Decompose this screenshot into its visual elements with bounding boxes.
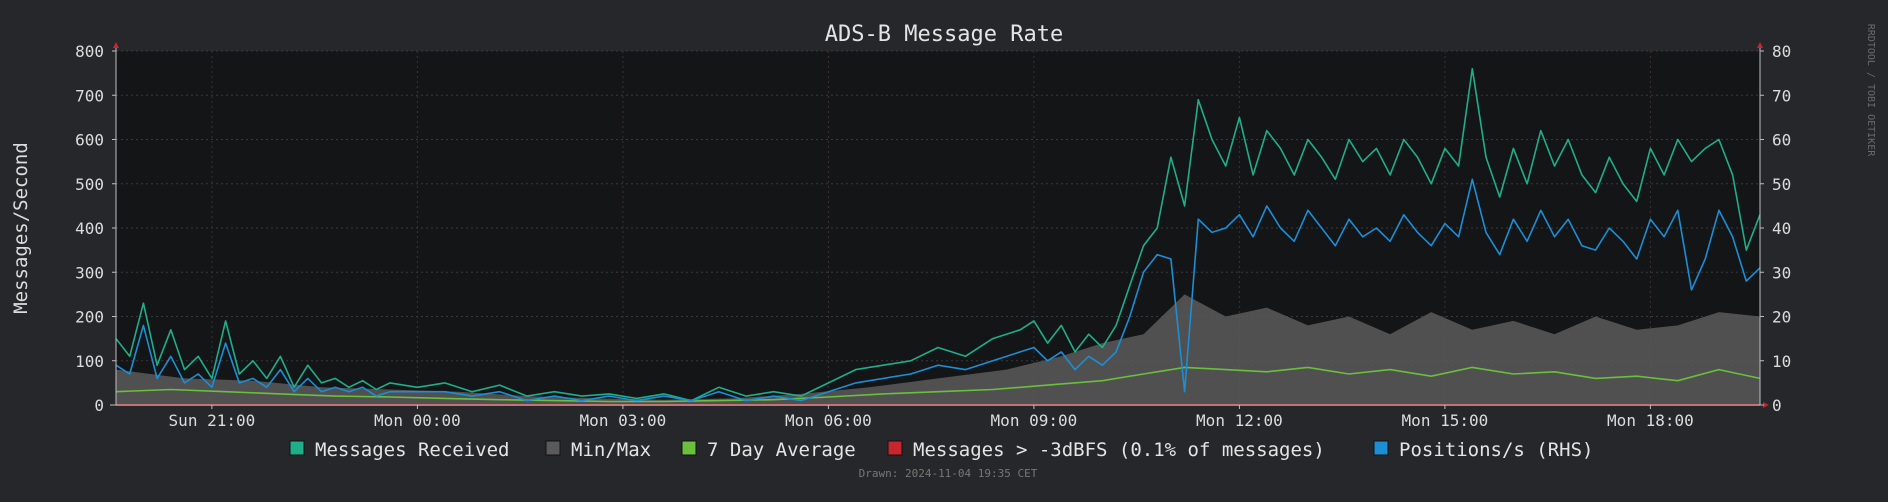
y2-tick-label-3: 30	[1772, 263, 1791, 282]
y-tick-label-5: 500	[75, 175, 104, 194]
x-tick-label-3: Mon 06:00	[785, 411, 872, 430]
x-axis-arrow	[1763, 402, 1769, 408]
legend-swatch-4	[1373, 440, 1389, 456]
side-text: RRDTOOL / TOBI OETIKER	[1865, 24, 1876, 157]
y2-tick-label-1: 10	[1772, 352, 1791, 371]
legend-swatch-3	[887, 440, 903, 456]
legend-label-4: Positions/s (RHS)	[1399, 439, 1593, 461]
x-tick-label-6: Mon 15:00	[1402, 411, 1489, 430]
y-tick-label-4: 400	[75, 219, 104, 238]
footer-drawn: Drawn: 2024-11-04 19:35 CET	[859, 467, 1038, 480]
y-tick-label-2: 200	[75, 308, 104, 327]
y2-tick-label-6: 60	[1772, 131, 1791, 150]
x-tick-label-4: Mon 09:00	[991, 411, 1078, 430]
x-tick-label-5: Mon 12:00	[1196, 411, 1283, 430]
legend-swatch-0	[289, 440, 305, 456]
legend-label-2: 7 Day Average	[707, 439, 856, 461]
legend-swatch-1	[545, 440, 561, 456]
ticks: 0 100 200 300 400 500 600 700 800 0 10 20 30 40 50 60 70…	[75, 42, 1791, 430]
y-tick-label-0: 0	[94, 396, 104, 415]
x-tick-label-0: Sun 21:00	[169, 411, 256, 430]
legend-swatch-2	[681, 440, 697, 456]
legend-label-1: Min/Max	[571, 439, 651, 461]
x-tick-label-1: Mon 00:00	[374, 411, 461, 430]
y-tick-label-1: 100	[75, 352, 104, 371]
y-tick-label-6: 600	[75, 131, 104, 150]
y-tick-label-3: 300	[75, 263, 104, 282]
legend-label-0: Messages Received	[315, 439, 509, 461]
y2-tick-label-8: 80	[1772, 42, 1791, 61]
y2-tick-label-7: 70	[1772, 86, 1791, 105]
legend-label-3: Messages > -3dBFS (0.1% of messages)	[913, 439, 1325, 461]
y2-tick-label-4: 40	[1772, 219, 1791, 238]
series-line-positions-s-rhs	[115, 178, 1761, 402]
series-line-messages-received	[115, 67, 1761, 402]
y-tick-label-7: 700	[75, 86, 104, 105]
y-axis-label: Messages/Second	[10, 142, 32, 314]
series-line-7-day-average	[115, 366, 1761, 403]
chart-title: ADS-B Message Rate	[825, 22, 1063, 47]
x-tick-label-7: Mon 18:00	[1607, 411, 1694, 430]
axes	[110, 42, 1769, 408]
series-area-min-max	[116, 294, 1760, 405]
y2-tick-label-2: 20	[1772, 308, 1791, 327]
y-tick-label-8: 800	[75, 42, 104, 61]
legend: Messages Received Min/Max 7 Day Average Mes…	[289, 439, 1593, 461]
x-tick-label-2: Mon 03:00	[580, 411, 667, 430]
y-axis-arrow-left	[113, 42, 119, 48]
y2-tick-label-0: 0	[1772, 396, 1782, 415]
y2-tick-label-5: 50	[1772, 175, 1791, 194]
y-axis-arrow-right	[1757, 42, 1763, 48]
